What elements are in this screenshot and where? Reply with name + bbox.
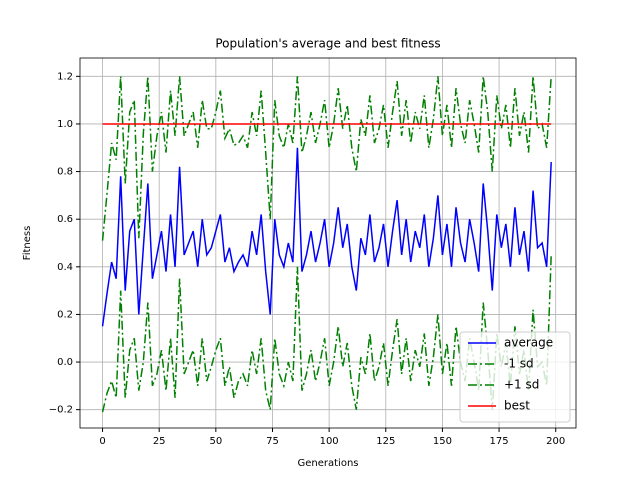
y-tick-label: 0.6 bbox=[57, 214, 73, 225]
x-tick-label: 150 bbox=[433, 436, 452, 447]
x-tick-label: 50 bbox=[209, 436, 222, 447]
chart-title: Population's average and best fitness bbox=[215, 37, 440, 51]
legend-label: average bbox=[504, 336, 553, 350]
y-axis-label: Fitness bbox=[22, 226, 33, 261]
y-tick-label: 0.4 bbox=[57, 262, 73, 273]
x-tick-label: 175 bbox=[490, 436, 509, 447]
legend-box bbox=[459, 331, 571, 423]
y-tick-label: 0.0 bbox=[57, 357, 73, 368]
y-tick-label: −0.2 bbox=[49, 405, 73, 416]
y-tick-label: 0.2 bbox=[57, 309, 73, 320]
legend-label: -1 sd bbox=[504, 357, 534, 371]
series-line bbox=[101, 147, 552, 327]
x-tick-label: 25 bbox=[153, 436, 166, 447]
x-axis-label: Generations bbox=[298, 458, 359, 469]
legend-label: +1 sd bbox=[504, 378, 539, 392]
x-tick-label: 75 bbox=[266, 436, 279, 447]
y-tick-label: 1.0 bbox=[57, 119, 73, 130]
axes-frame bbox=[79, 57, 577, 429]
x-tick-label: 0 bbox=[99, 436, 105, 447]
x-tick-label: 125 bbox=[376, 436, 395, 447]
legend-label: best bbox=[504, 399, 530, 413]
y-tick-label: 0.8 bbox=[57, 167, 73, 178]
x-tick-label: 100 bbox=[320, 436, 339, 447]
x-tick-label: 200 bbox=[546, 436, 565, 447]
y-tick-label: 1.2 bbox=[57, 71, 73, 82]
